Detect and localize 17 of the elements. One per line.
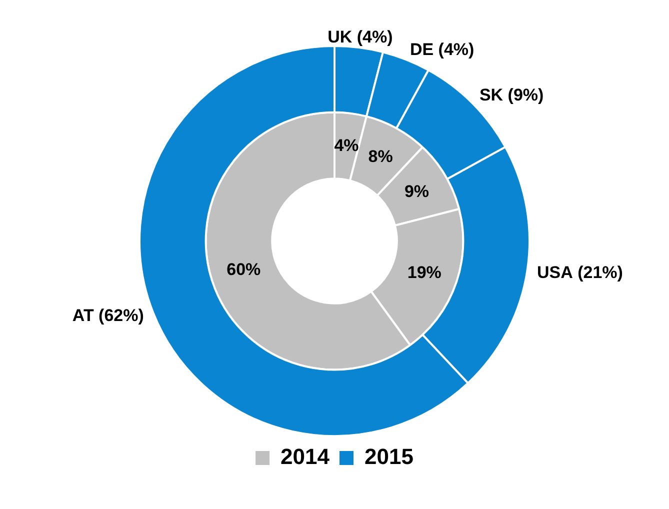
data-label: 19%	[407, 263, 442, 282]
slice-label: SK	[479, 86, 504, 105]
data-label: (4%)	[438, 40, 474, 60]
data-label: 8%	[368, 146, 393, 166]
legend-label: 2015	[364, 444, 414, 470]
data-label: (9%)	[508, 86, 544, 105]
slice-label: UK	[328, 27, 353, 46]
slice-label: USA	[536, 262, 573, 282]
data-label: 4%	[334, 136, 359, 155]
data-label: (62%)	[98, 306, 144, 326]
data-label: (21%)	[578, 262, 623, 282]
legend-label: 2014	[280, 444, 330, 470]
data-label: 9%	[404, 182, 430, 202]
data-label: 60%	[226, 260, 261, 280]
slice-label: DE	[410, 40, 434, 60]
data-label: (4%)	[356, 27, 393, 46]
slice-label: AT	[72, 306, 94, 326]
